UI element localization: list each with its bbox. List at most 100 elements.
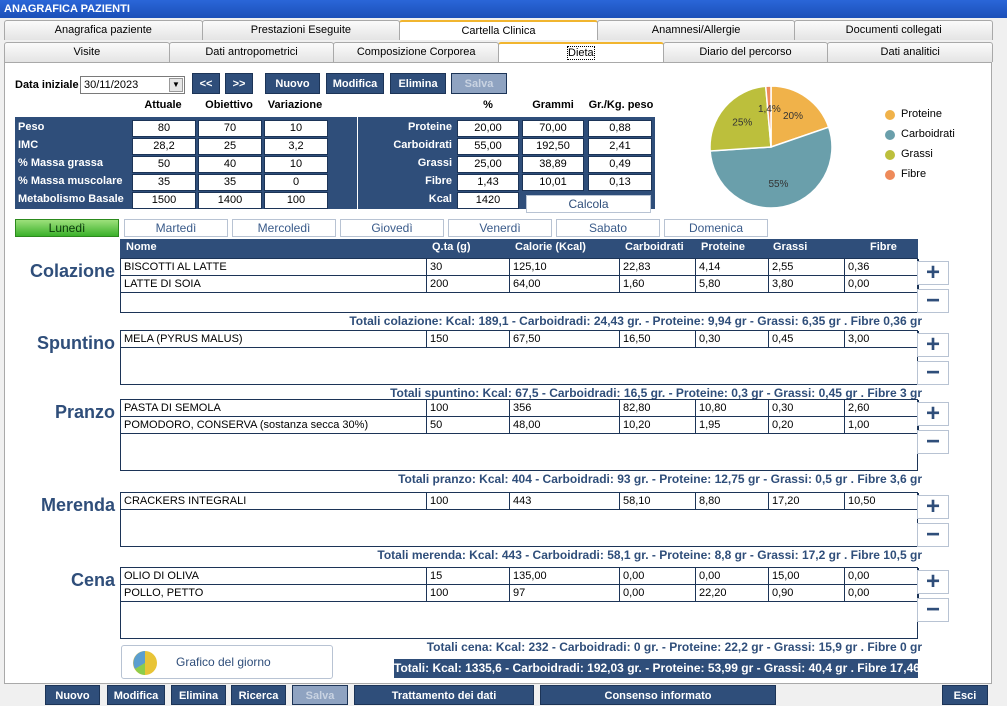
remove-food-button[interactable]: − (917, 430, 949, 454)
kcal-value[interactable]: 1420 (457, 192, 519, 209)
day-tab-venerdi[interactable]: Venerdì (448, 219, 552, 237)
table-row[interactable]: LATTE DI SOIA 200 64,00 1,60 5,80 3,80 0,00 (121, 276, 919, 293)
bottom-modifica-button[interactable]: Modifica (107, 685, 165, 705)
sub-tabs: Visite Dati antropometrici Composizione … (4, 42, 994, 62)
macro-value[interactable]: 0,88 (588, 120, 652, 137)
anthro-value[interactable]: 35 (132, 174, 196, 191)
salva-button[interactable]: Salva (451, 73, 507, 94)
anthro-value[interactable]: 1500 (132, 192, 196, 209)
macro-value[interactable]: 2,41 (588, 138, 652, 155)
col-header-carboidrati: Carboidrati (625, 241, 684, 253)
bottom-ricerca-button[interactable]: Ricerca (231, 685, 286, 705)
table-row[interactable]: POLLO, PETTO 100 97 0,00 22,20 0,90 0,00 (121, 585, 919, 602)
subtab-dati-antropometrici[interactable]: Dati antropometrici (168, 42, 335, 62)
next-button[interactable]: >> (225, 73, 253, 94)
macro-value[interactable]: 0,49 (588, 156, 652, 173)
nuovo-button[interactable]: Nuovo (265, 73, 320, 94)
day-tab-mercoledi[interactable]: Mercoledì (232, 219, 336, 237)
subtab-dieta[interactable]: Dieta (498, 42, 664, 62)
tab-anamnesi[interactable]: Anamnesi/Allergie (596, 20, 796, 40)
table-row[interactable]: POMODORO, CONSERVA (sostanza secca 30%) 5… (121, 417, 919, 434)
anthro-value[interactable]: 25 (198, 138, 262, 155)
table-row[interactable]: PASTA DI SEMOLA 100 356 82,80 10,80 0,30 2,60 (121, 400, 919, 417)
prev-button[interactable]: << (192, 73, 220, 94)
macro-value[interactable]: 20,00 (457, 120, 519, 137)
anthro-value[interactable]: 40 (198, 156, 262, 173)
table-cell: 0,00 (620, 585, 696, 601)
trattamento-dati-button[interactable]: Trattamento dei dati (354, 685, 534, 705)
subtab-dati-analitici[interactable]: Dati analitici (827, 42, 994, 62)
meal-grid[interactable]: PASTA DI SEMOLA 100 356 82,80 10,80 0,30 2,60 P… (120, 399, 919, 471)
macro-value[interactable]: 1,43 (457, 174, 519, 191)
modifica-button[interactable]: Modifica (326, 73, 384, 94)
anthro-value[interactable]: 10 (264, 156, 328, 173)
anthro-value[interactable]: 80 (132, 120, 196, 137)
remove-food-button[interactable]: − (917, 289, 949, 313)
tab-cartella-clinica[interactable]: Cartella Clinica (399, 20, 598, 40)
anthro-value[interactable]: 1400 (198, 192, 262, 209)
esci-button[interactable]: Esci (942, 685, 988, 705)
remove-food-button[interactable]: − (917, 361, 949, 385)
anthro-value[interactable]: 0 (264, 174, 328, 191)
anthro-value[interactable]: 35 (198, 174, 262, 191)
grafico-giorno-button[interactable]: Grafico del giorno (121, 645, 333, 679)
table-row[interactable]: BISCOTTI AL LATTE 30 125,10 22,83 4,14 2,55 0,… (121, 259, 919, 276)
tab-documenti[interactable]: Documenti collegati (794, 20, 993, 40)
table-row[interactable]: CRACKERS INTEGRALI 100 443 58,10 8,80 17,20 10… (121, 493, 919, 510)
add-food-button[interactable]: + (917, 333, 949, 357)
bottom-salva-button[interactable]: Salva (292, 685, 348, 705)
macro-value[interactable]: 10,01 (522, 174, 584, 191)
table-cell: 1,95 (696, 417, 769, 433)
day-tab-martedi[interactable]: Martedì (124, 219, 228, 237)
anthro-value[interactable]: 10 (264, 120, 328, 137)
elimina-button[interactable]: Elimina (390, 73, 446, 94)
add-food-button[interactable]: + (917, 402, 949, 426)
kcal-label: Kcal (428, 193, 452, 205)
subtab-visite[interactable]: Visite (4, 42, 170, 62)
anthro-value[interactable]: 100 (264, 192, 328, 209)
subtab-diario[interactable]: Diario del percorso (662, 42, 829, 62)
table-row[interactable]: MELA (PYRUS MALUS) 150 67,50 16,50 0,30 0,45 3… (121, 331, 919, 348)
macro-value[interactable]: 0,13 (588, 174, 652, 191)
date-select[interactable]: 30/11/2023 ▼ (80, 76, 185, 94)
meal-grid[interactable]: BISCOTTI AL LATTE 30 125,10 22,83 4,14 2,55 0,… (120, 258, 919, 313)
table-cell: CRACKERS INTEGRALI (121, 493, 427, 509)
anthro-value[interactable]: 50 (132, 156, 196, 173)
day-tab-lunedi[interactable]: Lunedì (15, 219, 119, 237)
macro-value[interactable]: 70,00 (522, 120, 584, 137)
anthro-value[interactable]: 3,2 (264, 138, 328, 155)
macro-value[interactable]: 38,89 (522, 156, 584, 173)
anthro-value[interactable]: 28,2 (132, 138, 196, 155)
legend-dot-fibre (885, 170, 895, 180)
table-cell: 0,45 (769, 331, 845, 347)
add-food-button[interactable]: + (917, 495, 949, 519)
remove-food-button[interactable]: − (917, 598, 949, 622)
macro-value[interactable]: 25,00 (457, 156, 519, 173)
calcola-button[interactable]: Calcola (526, 195, 651, 213)
day-tab-sabato[interactable]: Sabato (556, 219, 660, 237)
anthro-header-obiettivo: Obiettivo (205, 99, 253, 111)
subtab-composizione[interactable]: Composizione Corporea (333, 42, 500, 62)
macro-label: Grassi (417, 157, 452, 169)
add-food-button[interactable]: + (917, 261, 949, 285)
table-row[interactable]: OLIO DI OLIVA 15 135,00 0,00 0,00 15,00 0,00 (121, 568, 919, 585)
macro-value[interactable]: 55,00 (457, 138, 519, 155)
meal-grid[interactable]: CRACKERS INTEGRALI 100 443 58,10 8,80 17,20 10… (120, 492, 919, 547)
macro-value[interactable]: 192,50 (522, 138, 584, 155)
tab-prestazioni[interactable]: Prestazioni Eseguite (201, 20, 401, 40)
bottom-nuovo-button[interactable]: Nuovo (45, 685, 100, 705)
grand-total: Totali: Kcal: 1335,6 - Carboidradi: 192,… (394, 659, 918, 678)
bottom-elimina-button[interactable]: Elimina (171, 685, 226, 705)
meal-grid[interactable]: OLIO DI OLIVA 15 135,00 0,00 0,00 15,00 0,00 PO… (120, 567, 919, 639)
table-cell: 0,00 (845, 585, 919, 601)
consenso-informato-button[interactable]: Consenso informato (540, 685, 776, 705)
remove-food-button[interactable]: − (917, 523, 949, 547)
anthro-value[interactable]: 70 (198, 120, 262, 137)
table-cell: 48,00 (510, 417, 620, 433)
meal-grid[interactable]: MELA (PYRUS MALUS) 150 67,50 16,50 0,30 0,45 3… (120, 330, 919, 385)
day-tab-domenica[interactable]: Domenica (664, 219, 768, 237)
anthro-header-attuale: Attuale (144, 99, 182, 111)
tab-anagrafica[interactable]: Anagrafica paziente (4, 20, 203, 40)
day-tab-giovedi[interactable]: Giovedì (340, 219, 444, 237)
add-food-button[interactable]: + (917, 570, 949, 594)
